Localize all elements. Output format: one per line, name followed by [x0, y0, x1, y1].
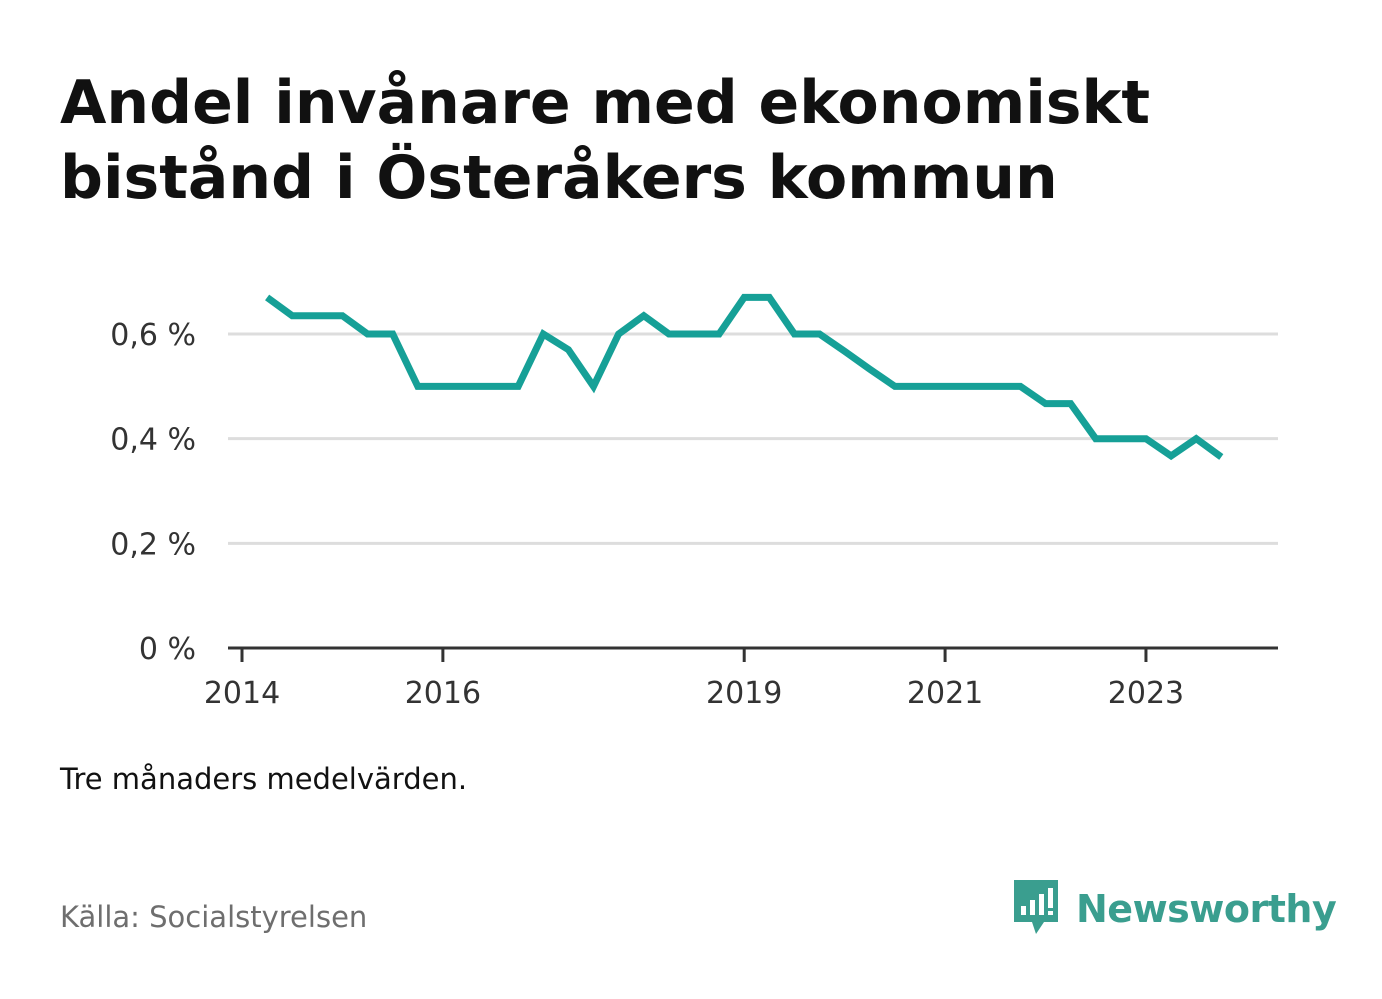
y-axis-tick-labels: 0 % 0,2 % 0,4 % 0,6 % — [110, 318, 196, 667]
y-tick-label: 0 % — [139, 632, 196, 667]
y-tick-label: 0,6 % — [110, 318, 196, 353]
chart-title: Andel invånare med ekonomiskt bistånd i … — [60, 68, 1151, 213]
x-tick-label: 2014 — [204, 676, 280, 711]
brand-logo: Newsworthy — [1010, 878, 1337, 940]
chart-note: Tre månaders medelvärden. — [60, 762, 468, 796]
y-tick-label: 0,4 % — [110, 423, 196, 458]
x-tick-label: 2021 — [907, 676, 983, 711]
series-line — [265, 293, 1224, 461]
x-tick-label: 2019 — [706, 676, 782, 711]
x-tick-label: 2016 — [405, 676, 481, 711]
line-chart: 0 % 0,2 % 0,4 % 0,6 % 2014 2016 2019 2021 2023 — [110, 293, 1278, 711]
x-axis-ticks: 2014 2016 2019 2021 2023 — [204, 648, 1184, 711]
y-tick-label: 0,2 % — [110, 527, 196, 562]
x-tick-label: 2023 — [1108, 676, 1184, 711]
data-series — [265, 293, 1224, 461]
source-credit: Källa: Socialstyrelsen — [60, 900, 368, 934]
bar-chart-speech-bubble-icon — [1014, 880, 1058, 934]
brand-name: Newsworthy — [1076, 887, 1337, 931]
